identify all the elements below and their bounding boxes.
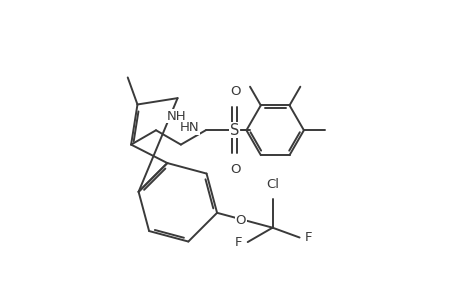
Text: O: O bbox=[235, 214, 246, 227]
Text: O: O bbox=[230, 163, 240, 176]
Text: F: F bbox=[304, 231, 312, 244]
Text: HN: HN bbox=[179, 121, 199, 134]
Text: O: O bbox=[230, 85, 240, 98]
Text: F: F bbox=[235, 236, 242, 249]
Text: Cl: Cl bbox=[265, 178, 279, 191]
Text: NH: NH bbox=[166, 110, 186, 123]
Text: S: S bbox=[230, 123, 239, 138]
